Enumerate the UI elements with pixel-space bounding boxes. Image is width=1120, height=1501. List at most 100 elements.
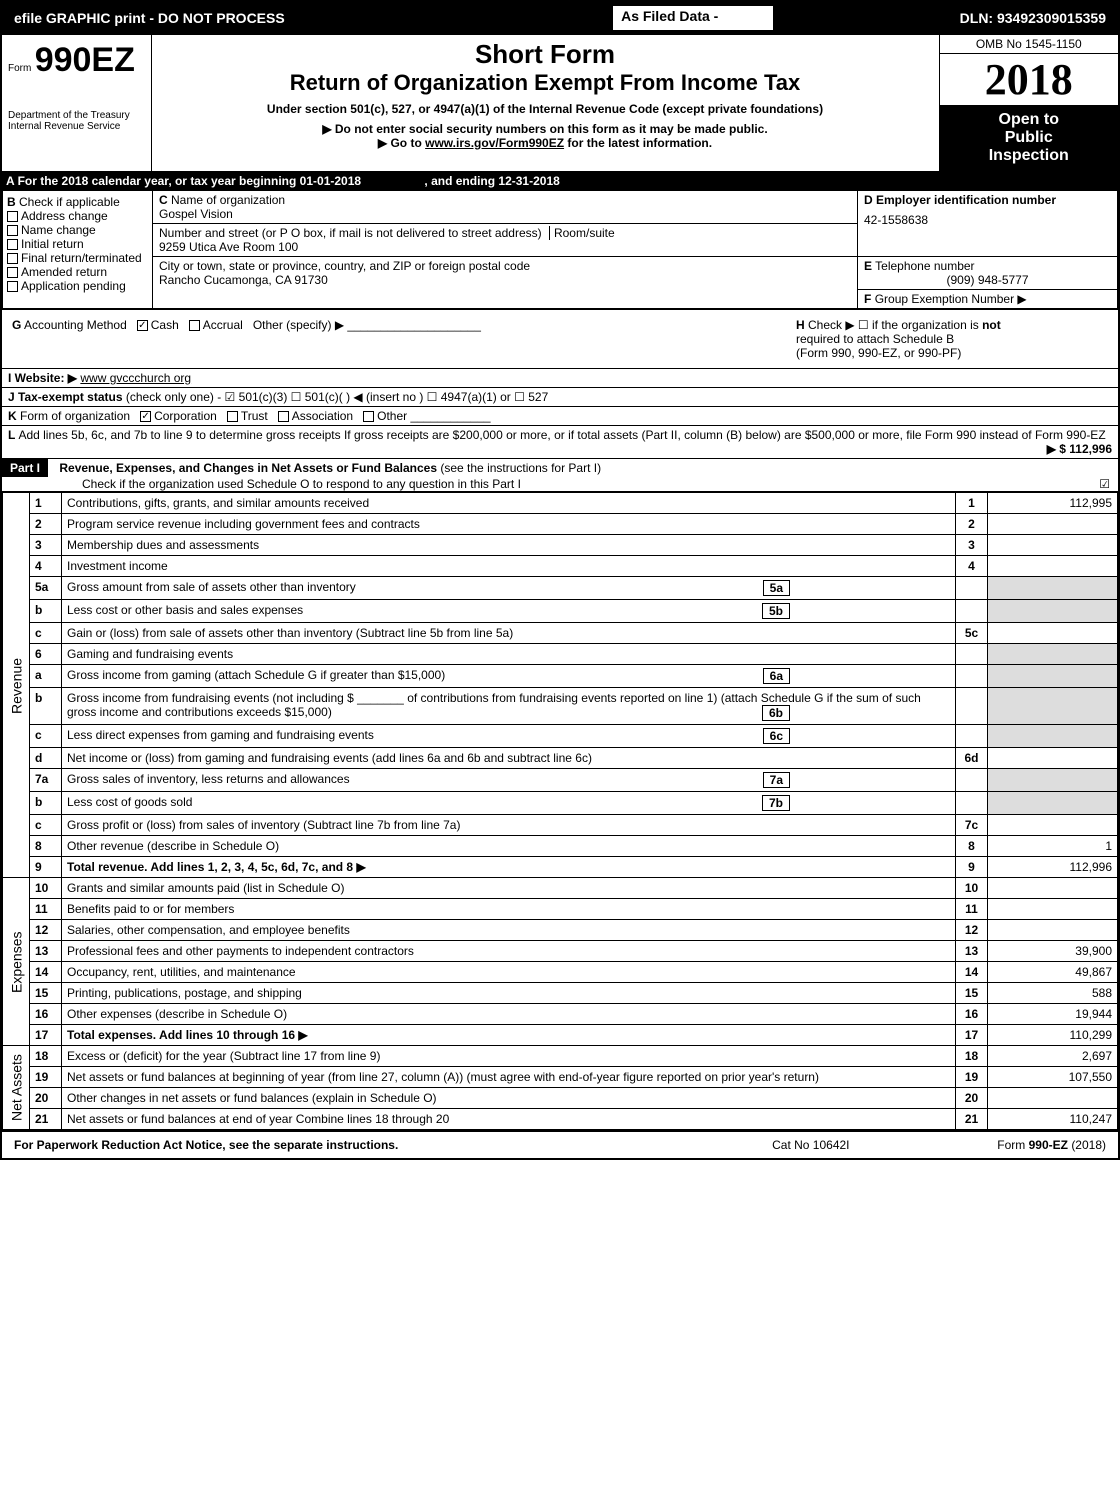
l-row: L Add lines 5b, 6c, and 7b to line 9 to … <box>1 426 1119 459</box>
line-row: cLess direct expenses from gaming and fu… <box>3 725 1118 748</box>
line-desc: Gross income from fundraising events (no… <box>62 688 956 725</box>
bcdef-block: B Check if applicable Address change Nam… <box>1 190 1119 310</box>
line-desc: Gross income from gaming (attach Schedul… <box>62 665 956 688</box>
sub-box: 5a <box>763 580 790 596</box>
line-ref <box>956 577 988 600</box>
line-num: 6 <box>30 644 62 665</box>
org-city: Rancho Cucamonga, CA 91730 <box>159 273 328 287</box>
line-amount <box>988 920 1118 941</box>
line-row: aGross income from gaming (attach Schedu… <box>3 665 1118 688</box>
line-ref: 7c <box>956 815 988 836</box>
line-desc: Salaries, other compensation, and employ… <box>62 920 956 941</box>
line-num: 16 <box>30 1004 62 1025</box>
gross-receipts: ▶ $ 112,996 <box>1047 442 1112 456</box>
website[interactable]: www gvccchurch org <box>80 371 191 385</box>
note2: ▶ Go to <box>378 136 425 150</box>
sub-box: 7a <box>763 772 790 788</box>
line-desc: Printing, publications, postage, and shi… <box>62 983 956 1004</box>
topbar-left: efile GRAPHIC print - DO NOT PROCESS <box>8 6 613 30</box>
gh-row: G Accounting Method ✓Cash Accrual Other … <box>1 310 1119 369</box>
line-desc: Gaming and fundraising events <box>62 644 956 665</box>
line-desc: Net assets or fund balances at end of ye… <box>62 1109 956 1130</box>
line-desc: Membership dues and assessments <box>62 535 956 556</box>
line-desc: Gross amount from sale of assets other t… <box>62 577 956 600</box>
line-row: 19Net assets or fund balances at beginni… <box>3 1067 1118 1088</box>
sub-box: 6c <box>763 728 790 744</box>
line-desc: Gain or (loss) from sale of assets other… <box>62 623 956 644</box>
dept2: Internal Revenue Service <box>8 121 145 132</box>
topbar-mid: As Filed Data - <box>613 6 773 30</box>
line-row: 15Printing, publications, postage, and s… <box>3 983 1118 1004</box>
line-desc: Less cost or other basis and sales expen… <box>62 600 956 623</box>
line-desc: Professional fees and other payments to … <box>62 941 956 962</box>
line-num: b <box>30 688 62 725</box>
cb-pending[interactable] <box>7 281 18 292</box>
line-ref: 21 <box>956 1109 988 1130</box>
cb-final[interactable] <box>7 253 18 264</box>
line-row: 11Benefits paid to or for members11 <box>3 899 1118 920</box>
line-row: cGain or (loss) from sale of assets othe… <box>3 623 1118 644</box>
cb-cash[interactable]: ✓ <box>137 320 148 331</box>
line-row: 20Other changes in net assets or fund ba… <box>3 1088 1118 1109</box>
line-row: 7aGross sales of inventory, less returns… <box>3 769 1118 792</box>
cb-address[interactable] <box>7 211 18 222</box>
line-ref: 15 <box>956 983 988 1004</box>
sub-box: 6a <box>763 668 790 684</box>
line-row: cGross profit or (loss) from sales of in… <box>3 815 1118 836</box>
line-amount: 2,697 <box>988 1046 1118 1067</box>
part1-check[interactable]: ☑ <box>1099 477 1118 491</box>
i-row: I Website: ▶ www gvccchurch org <box>1 369 1119 388</box>
line-amount <box>988 769 1118 792</box>
line-num: 8 <box>30 836 62 857</box>
line-num: 15 <box>30 983 62 1004</box>
line-amount: 39,900 <box>988 941 1118 962</box>
line-num: 17 <box>30 1025 62 1046</box>
cb-amended[interactable] <box>7 267 18 278</box>
line-row: Revenue1Contributions, gifts, grants, an… <box>3 493 1118 514</box>
ein: 42-1558638 <box>864 213 1111 227</box>
open-to-public: Open to Public Inspection <box>940 105 1119 171</box>
line-amount <box>988 878 1118 899</box>
line-ref <box>956 792 988 815</box>
line-ref: 4 <box>956 556 988 577</box>
line-num: 19 <box>30 1067 62 1088</box>
line-desc: Investment income <box>62 556 956 577</box>
line-ref: 2 <box>956 514 988 535</box>
line-amount: 110,247 <box>988 1109 1118 1130</box>
sub-box: 5b <box>762 603 790 619</box>
line-desc: Excess or (deficit) for the year (Subtra… <box>62 1046 956 1067</box>
line-amount: 588 <box>988 983 1118 1004</box>
line-ref: 17 <box>956 1025 988 1046</box>
lines-block: Revenue1Contributions, gifts, grants, an… <box>1 492 1119 1132</box>
cb-initial[interactable] <box>7 239 18 250</box>
line-desc: Occupancy, rent, utilities, and maintena… <box>62 962 956 983</box>
subtitle: Under section 501(c), 527, or 4947(a)(1)… <box>162 102 929 116</box>
line-ref: 11 <box>956 899 988 920</box>
line-amount <box>988 688 1118 725</box>
line-num: 10 <box>30 878 62 899</box>
line-num: b <box>30 600 62 623</box>
line-num: c <box>30 725 62 748</box>
line-desc: Other changes in net assets or fund bala… <box>62 1088 956 1109</box>
line-num: 5a <box>30 577 62 600</box>
cb-assoc[interactable] <box>278 411 289 422</box>
line-ref: 12 <box>956 920 988 941</box>
line-ref: 6d <box>956 748 988 769</box>
cb-name[interactable] <box>7 225 18 236</box>
line-amount: 107,550 <box>988 1067 1118 1088</box>
form-prefix: Form <box>8 63 31 74</box>
line-amount: 19,944 <box>988 1004 1118 1025</box>
cb-accrual[interactable] <box>189 320 200 331</box>
line-amount <box>988 535 1118 556</box>
side-expenses: Expenses <box>3 878 30 1046</box>
line-desc: Total expenses. Add lines 10 through 16 … <box>62 1025 956 1046</box>
line-row: 13Professional fees and other payments t… <box>3 941 1118 962</box>
line-row: Expenses10Grants and similar amounts pai… <box>3 878 1118 899</box>
line-num: 4 <box>30 556 62 577</box>
cb-trust[interactable] <box>227 411 238 422</box>
a-text: For the 2018 calendar year, or tax year … <box>18 174 362 188</box>
cb-corp[interactable]: ✓ <box>140 411 151 422</box>
note2-link[interactable]: www.irs.gov/Form990EZ <box>425 136 564 150</box>
form-990ez: efile GRAPHIC print - DO NOT PROCESS As … <box>0 0 1120 1160</box>
cb-other[interactable] <box>363 411 374 422</box>
